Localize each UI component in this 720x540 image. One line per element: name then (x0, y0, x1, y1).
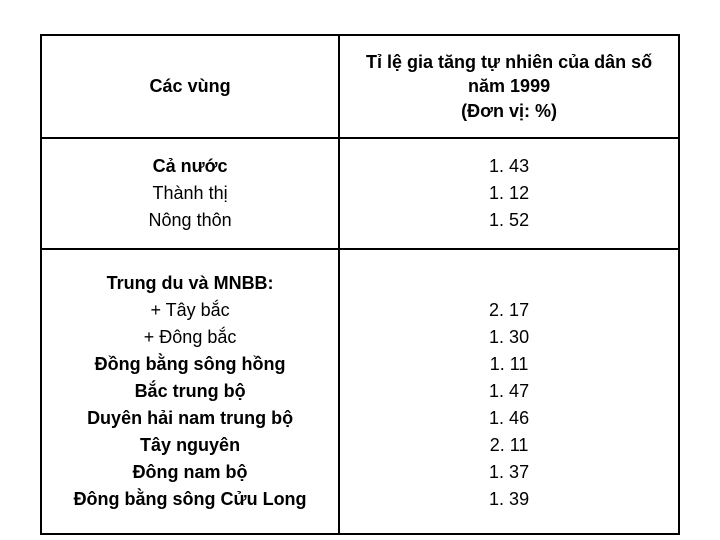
header-row: Các vùng Tỉ lệ gia tăng tự nhiên của dân… (42, 36, 678, 139)
group2-label: + Đông bắc (144, 324, 237, 351)
group2-labels: Trung du và MNBB: + Tây bắc + Đông bắc Đ… (42, 250, 340, 533)
group2-row: Trung du và MNBB: + Tây bắc + Đông bắc Đ… (42, 250, 678, 533)
group2-values: 2. 17 1. 30 1. 11 1. 47 1. 46 2. 11 1. 3… (340, 250, 678, 533)
group1-value: 1. 12 (489, 180, 529, 207)
group2-label: Đông nam bộ (133, 459, 248, 486)
group2-label: Đông bằng sông Cửu Long (74, 486, 307, 513)
group1-value: 1. 43 (489, 153, 529, 180)
group2-value: 1. 47 (489, 378, 529, 405)
group2-label: Duyên hải nam trung bộ (87, 405, 293, 432)
group2-value: 1. 46 (489, 405, 529, 432)
group2-value: 2. 17 (489, 297, 529, 324)
group2-value (507, 270, 512, 297)
group1-label: Cả nước (153, 153, 228, 180)
group2-value: 1. 37 (489, 459, 529, 486)
group1-values: 1. 43 1. 12 1. 52 (340, 139, 678, 248)
group1-row: Cả nước Thành thị Nông thôn 1. 43 1. 12 … (42, 139, 678, 250)
group2-label: Bắc trung bộ (135, 378, 246, 405)
header-right-line1: Tỉ lệ gia tăng tự nhiên của dân số năm 1… (348, 50, 670, 99)
group1-label: Thành thị (153, 180, 228, 207)
group1-value: 1. 52 (489, 207, 529, 234)
group2-value: 1. 30 (489, 324, 529, 351)
group2-label: + Tây bắc (150, 297, 229, 324)
header-left-cell: Các vùng (42, 36, 340, 137)
group2-value: 2. 11 (490, 432, 529, 459)
group2-value: 1. 11 (490, 351, 529, 378)
header-right-cell: Tỉ lệ gia tăng tự nhiên của dân số năm 1… (340, 36, 678, 137)
group2-label: Trung du và MNBB: (107, 270, 274, 297)
data-table: Các vùng Tỉ lệ gia tăng tự nhiên của dân… (40, 34, 680, 535)
group1-labels: Cả nước Thành thị Nông thôn (42, 139, 340, 248)
header-right-line2: (Đơn vị: %) (461, 99, 557, 123)
group2-value: 1. 39 (489, 486, 529, 513)
group2-label: Đồng bằng sông hồng (95, 351, 286, 378)
group1-label: Nông thôn (149, 207, 232, 234)
header-left-label: Các vùng (150, 74, 231, 98)
group2-label: Tây nguyên (140, 432, 240, 459)
